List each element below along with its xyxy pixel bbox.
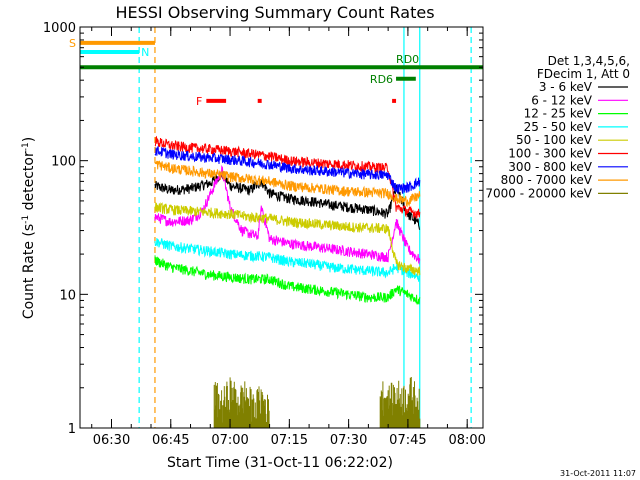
series-line	[154, 169, 421, 230]
flag-n: N	[80, 46, 149, 59]
series-line	[154, 237, 421, 282]
flag-label: RD0	[396, 53, 419, 66]
y-axis-title-prefix: Count Rate (s	[21, 224, 37, 319]
legend-entry-label: 100 - 300 keV	[508, 147, 592, 161]
flag-rd0: RD0	[80, 53, 483, 70]
y-axis-title-sup2: -1	[21, 142, 31, 151]
vertical-markers	[138, 27, 472, 428]
series-line	[154, 160, 421, 208]
chart-title: HESSI Observing Summary Count Rates	[115, 3, 434, 22]
legend-entry-label: 7000 - 20000 keV	[485, 186, 592, 200]
series-300-800-kev	[154, 146, 421, 195]
y-axis-title-mid: detector	[21, 151, 37, 215]
series-50-100-kev	[154, 202, 421, 276]
legend-entry-label: 800 - 7000 keV	[501, 173, 593, 187]
flag-rd6: RD6	[370, 73, 416, 86]
series-6-12-kev	[154, 164, 421, 266]
plot-frame	[79, 26, 484, 429]
series-line	[154, 202, 421, 276]
series-800-7000-kev	[154, 160, 421, 208]
legend: Det 1,3,4,5,6,FDecim 1, Att 03 - 6 keV6 …	[485, 54, 630, 200]
flag-label: N	[141, 46, 149, 59]
x-tick-label: 06:30	[93, 433, 130, 448]
x-tick-label: 08:00	[448, 433, 485, 448]
series-3-6-kev	[154, 169, 421, 230]
x-axis-title: Start Time (31-Oct-11 06:22:02)	[167, 455, 393, 471]
timestamp: 31-Oct-2011 11:07	[560, 469, 636, 478]
legend-entry-label: 3 - 6 keV	[539, 80, 593, 94]
series-line	[213, 377, 421, 428]
x-axis: 06:30 06:45 07:00 07:15 07:30 07:45 08:00	[91, 27, 486, 448]
legend-entry-label: 6 - 12 keV	[531, 93, 593, 107]
flag-f: F	[196, 95, 397, 108]
series-line	[154, 146, 421, 195]
y-axis: 1 10 100 1000	[43, 21, 483, 437]
x-tick-label: 07:45	[389, 433, 426, 448]
x-tick-label: 06:45	[152, 433, 189, 448]
legend-entry-label: 12 - 25 keV	[524, 107, 593, 121]
series-layer	[154, 135, 421, 428]
y-tick-label: 1	[68, 422, 76, 437]
series-line	[154, 164, 421, 266]
series-line	[154, 255, 421, 306]
series-100-300-kev	[154, 135, 421, 219]
series-7000-20000-kev	[213, 377, 421, 428]
series-25-50-kev	[154, 237, 421, 282]
y-tick-label: 10	[59, 288, 76, 303]
series-12-25-kev	[154, 255, 421, 306]
x-tick-label: 07:00	[211, 433, 248, 448]
legend-entry-label: 50 - 100 keV	[516, 133, 593, 147]
flag-s: S	[69, 37, 155, 50]
legend-entry-label: 300 - 800 keV	[508, 160, 592, 174]
flag-label: S	[69, 37, 76, 50]
legend-header: Det 1,3,4,5,6,	[548, 54, 630, 68]
flag-label: RD6	[370, 73, 393, 86]
y-axis-title-sup: -1	[21, 215, 31, 224]
flag-label: F	[196, 95, 202, 108]
legend-entry-label: 25 - 50 keV	[524, 120, 593, 134]
y-tick-label: 1000	[43, 21, 76, 36]
y-axis-title-suffix: )	[21, 137, 37, 142]
y-axis-title: Count Rate (s-1 detector-1)	[21, 137, 37, 319]
series-line	[154, 135, 421, 219]
x-tick-label: 07:30	[330, 433, 367, 448]
x-tick-label: 07:15	[271, 433, 308, 448]
y-tick-label: 100	[51, 155, 76, 170]
legend-header: FDecim 1, Att 0	[537, 67, 630, 81]
